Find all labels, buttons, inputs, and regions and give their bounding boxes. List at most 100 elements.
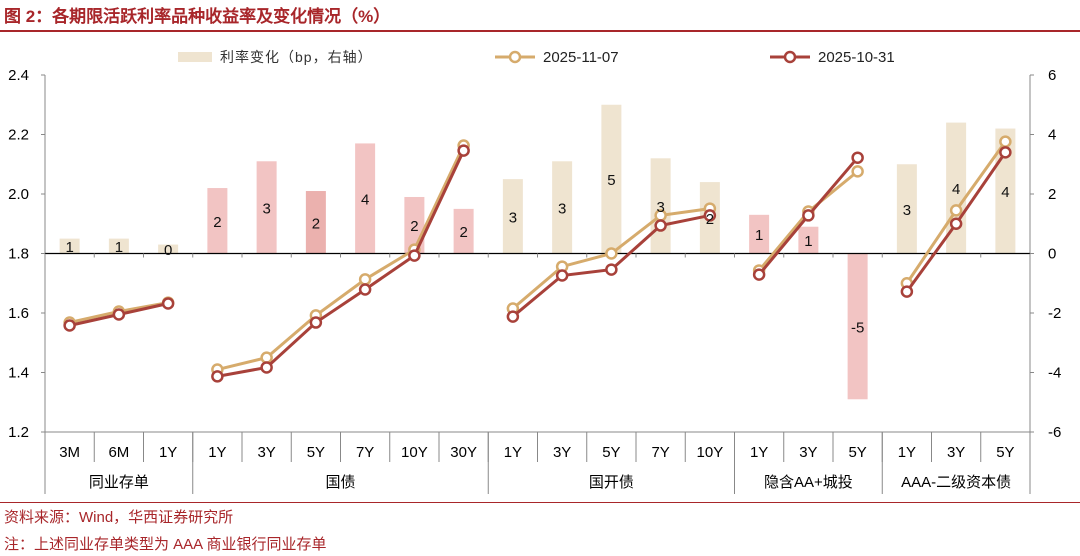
legend-swatch-bars [178,52,212,62]
right-tick-label: 6 [1048,67,1056,84]
series-point-2025-11-07 [260,351,273,364]
category-label: 1Y [750,444,768,461]
left-tick-label: 1.2 [8,424,29,441]
right-tick-label: 4 [1048,127,1056,144]
category-label: 5Y [307,444,325,461]
left-tick-label: 2.4 [8,67,29,84]
bar-data-label: 4 [1001,184,1009,201]
category-label: 3Y [799,444,817,461]
left-tick-label: 1.4 [8,365,29,382]
bar [355,143,376,254]
bar [256,161,277,254]
right-tick-label: 2 [1048,186,1056,203]
series-line-2025-11-07 [217,144,465,371]
bar-data-label: 3 [509,209,517,226]
category-label: 6M [108,444,129,461]
category-label: 1Y [208,444,226,461]
bar-data-label: 2 [312,215,320,232]
series-point-2025-10-31 [851,151,864,164]
category-label: 1Y [159,444,177,461]
group-label: 国债 [325,474,355,491]
series-point-2025-10-31 [63,319,76,332]
category-label: 1Y [898,444,916,461]
legend-label-bars: 利率变化（bp，右轴） [220,49,373,65]
bar-data-label: -5 [851,319,864,336]
footnote: 注：上述同业存单类型为 AAA 商业银行同业存单 [4,536,327,553]
series-point-2025-10-31 [457,144,470,157]
chart: 1.2 1.4 1.6 1.8 2.0 2.2 2.4 -6 -4 -2 0 2 4 6 3M 6M 1Y 1Y 3… [8,49,1061,494]
series-point-2025-11-07 [999,135,1012,148]
series-point-2025-10-31 [408,249,421,262]
legend-marker-2025-11-07 [508,50,522,64]
series-line-2025-10-31 [217,149,465,378]
series-point-2025-10-31 [161,297,175,310]
group-label: 国开债 [589,474,634,491]
bar [305,191,326,254]
bar-data-label: 2 [706,211,714,228]
series-point-2025-10-31 [309,316,323,329]
bar [896,164,917,254]
series-point-2025-10-31 [949,217,963,230]
series-point-2025-10-31 [900,285,914,298]
series-point-2025-10-31 [506,310,520,323]
bar-data-label: 2 [213,214,221,231]
category-label: 3Y [947,444,965,461]
series-point-2025-11-07 [949,204,963,217]
series-point-2025-10-31 [260,361,273,374]
footer-divider [0,502,1080,503]
group-label: AAA-二级资本债 [901,474,1011,491]
right-tick-label: 0 [1048,246,1056,263]
series-point-2025-10-31 [555,269,569,282]
bar-data-label: 2 [459,224,467,241]
group-label: 隐含AA+城投 [764,474,853,491]
bar-data-label: 3 [656,199,664,216]
category-label: 3Y [257,444,275,461]
bar [108,238,129,254]
bar [749,214,770,254]
bar-data-label: 5 [607,172,615,189]
category-label: 7Y [356,444,374,461]
bar [847,253,868,400]
category-label: 5Y [996,444,1014,461]
legend-label: 2025-10-31 [818,49,895,66]
bar [158,244,179,254]
bar [601,104,622,254]
series-point-2025-10-31 [112,308,126,321]
category-label: 10Y [401,444,428,461]
category-label: 7Y [651,444,669,461]
category-label: 3Y [553,444,571,461]
bar-data-label: 0 [164,242,172,259]
bar [453,208,474,254]
category-label: 30Y [450,444,477,461]
legend-marker-2025-10-31 [783,50,797,64]
category-label: 3M [59,444,80,461]
bar-data-label: 3 [903,202,911,219]
left-tick-label: 1.6 [8,305,29,322]
bar-data-label: 4 [952,181,960,198]
right-tick-label: -6 [1048,424,1061,441]
series-point-2025-10-31 [211,370,224,383]
category-label: 5Y [848,444,866,461]
series-point-2025-10-31 [752,268,766,281]
title-divider [0,30,1080,32]
bar-data-label: 3 [558,200,566,217]
series-point-2025-10-31 [703,209,717,222]
series-point-2025-11-07 [851,165,864,178]
category-label: 1Y [504,444,522,461]
figure-title: 图 2：各期限活跃利率品种收益率及变化情况（%） [4,7,391,26]
series-point-2025-11-07 [605,247,618,260]
bar-data-label: 1 [804,233,812,250]
series-point-2025-10-31 [358,283,372,296]
left-tick-label: 1.8 [8,246,29,263]
series-point-2025-10-31 [654,219,667,232]
bar [59,238,80,254]
series-point-2025-11-07 [358,273,372,286]
bar [798,226,819,254]
series-point-2025-10-31 [605,263,618,276]
right-tick-label: -4 [1048,365,1061,382]
left-tick-label: 2.0 [8,186,29,203]
series-point-2025-10-31 [802,209,815,222]
bar-data-label: 2 [410,218,418,235]
bar [207,188,228,254]
category-label: 10Y [697,444,724,461]
